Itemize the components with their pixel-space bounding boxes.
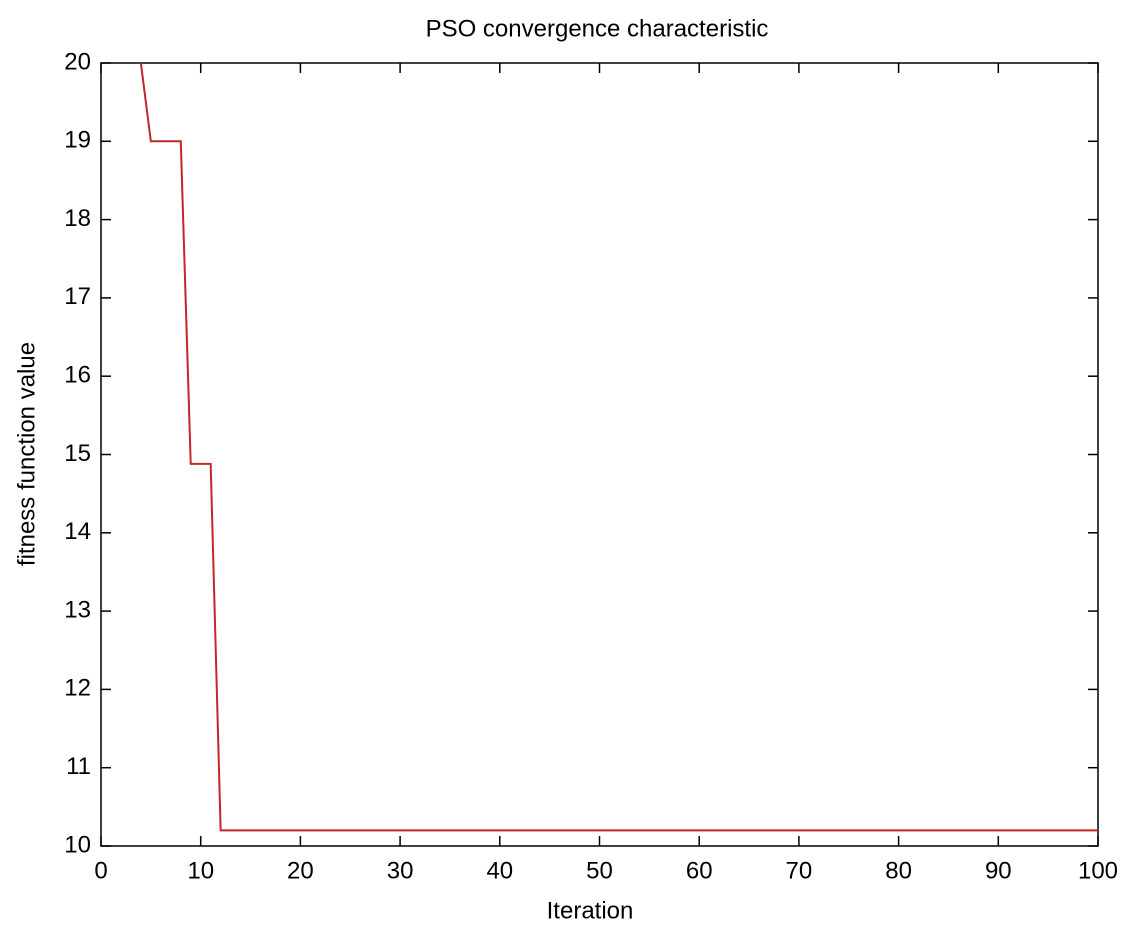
y-tick-label: 14 <box>64 518 91 545</box>
x-axis-label: Iteration <box>547 897 634 924</box>
x-tick-label: 30 <box>387 857 414 884</box>
plot-area <box>100 62 1099 847</box>
y-tick-label: 10 <box>64 831 91 858</box>
x-tick-label: 80 <box>885 857 912 884</box>
x-tick-label: 0 <box>94 857 107 884</box>
x-tick-label: 40 <box>486 857 513 884</box>
y-tick-label: 13 <box>64 596 91 623</box>
x-tick-label: 20 <box>287 857 314 884</box>
chart-title: PSO convergence characteristic <box>426 15 769 42</box>
x-tick-label: 100 <box>1078 857 1118 884</box>
y-tick-label: 12 <box>64 675 91 702</box>
data-line <box>139 62 1098 832</box>
x-tick-label: 90 <box>985 857 1012 884</box>
y-tick-label: 17 <box>64 283 91 310</box>
y-tick-label: 20 <box>64 48 91 75</box>
x-tick-label: 10 <box>187 857 214 884</box>
y-axis-label: fitness function value <box>13 342 40 566</box>
x-tick-label: 70 <box>786 857 813 884</box>
x-tick-label: 60 <box>686 857 713 884</box>
y-tick-label: 18 <box>64 205 91 232</box>
y-tick-label: 16 <box>64 362 91 389</box>
y-tick-label: 19 <box>64 127 91 154</box>
y-tick-label: 11 <box>66 753 91 780</box>
x-tick-label: 50 <box>586 857 613 884</box>
y-tick-label: 15 <box>64 440 91 467</box>
